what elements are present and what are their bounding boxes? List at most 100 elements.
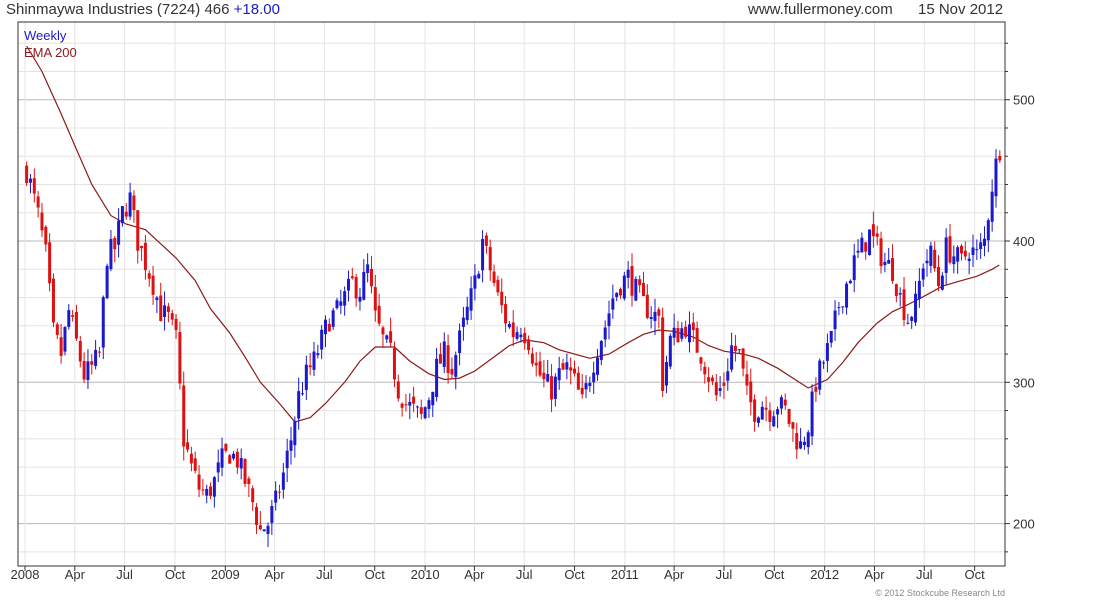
candle-body (956, 247, 960, 262)
candle-body (186, 442, 190, 450)
candle-body (235, 451, 239, 468)
candle (124, 203, 128, 220)
candle-body (611, 298, 615, 310)
chart-title: Shinmaywa Industries (7224) 466 +18.00 (6, 1, 280, 18)
candle-body (684, 326, 688, 337)
candle (97, 346, 101, 358)
candle-body (232, 453, 236, 459)
candle-body (128, 192, 132, 217)
candle-body (28, 178, 32, 183)
candle-body (603, 327, 607, 340)
candle-body (848, 280, 852, 284)
candle (94, 339, 98, 370)
x-tick-label: Apr (65, 567, 86, 582)
candle (358, 288, 362, 311)
candle (461, 306, 465, 341)
candle (500, 278, 504, 314)
candle (668, 333, 672, 370)
candle-body (856, 250, 860, 253)
candle (262, 529, 266, 532)
candle (718, 376, 722, 397)
candle (875, 225, 879, 246)
x-tick-label: Apr (464, 567, 485, 582)
candle (454, 351, 458, 390)
candle (733, 335, 737, 362)
candle-body (120, 206, 124, 224)
candle (576, 366, 580, 390)
candle (255, 503, 259, 535)
candle (197, 465, 201, 498)
candle (519, 327, 523, 343)
candle (86, 349, 90, 389)
candle-body (105, 265, 109, 299)
candle-body (714, 382, 718, 396)
y-axis: 200 300 400 500 (1005, 42, 1035, 553)
candle-body (523, 333, 527, 344)
candle-body (933, 249, 937, 269)
candle (914, 280, 918, 326)
candle (350, 267, 354, 280)
candle-body (109, 238, 113, 270)
candle (898, 287, 902, 307)
candle (74, 304, 78, 341)
candle-body (55, 324, 59, 335)
candle-body (484, 235, 488, 246)
candle-body (385, 335, 389, 340)
candle-body (649, 317, 653, 320)
candle-body (925, 260, 929, 264)
candle-body (465, 306, 469, 321)
x-tick-label: 2012 (810, 567, 839, 582)
candle-body (278, 491, 282, 493)
candle (783, 393, 787, 410)
candle (664, 355, 668, 394)
candle (266, 522, 270, 548)
candle-body (335, 300, 339, 309)
candle (661, 307, 665, 397)
candle (569, 357, 573, 385)
candle-body (967, 258, 971, 262)
candle (833, 300, 837, 341)
candle (745, 360, 749, 395)
candle (710, 375, 714, 386)
candle (641, 271, 645, 297)
candle-body (695, 328, 699, 353)
candle (672, 313, 676, 346)
candle (699, 356, 703, 371)
copyright: © 2012 Stockcube Research Ltd (875, 588, 1005, 598)
candle-body (730, 345, 734, 370)
candle-body (845, 283, 849, 308)
candle (504, 295, 508, 333)
candle (59, 323, 63, 364)
candle-body (477, 273, 481, 279)
candle (362, 259, 366, 301)
candle (573, 360, 577, 377)
price-change: +18.00 (233, 1, 280, 18)
candles (25, 149, 1002, 548)
candle-body (837, 307, 841, 309)
candle (768, 402, 772, 431)
candle-body (569, 367, 573, 371)
candle (588, 376, 592, 393)
candle-body (358, 296, 362, 302)
candle-body (220, 448, 224, 468)
candle-body (626, 269, 630, 278)
candle (193, 451, 197, 474)
candle-body (201, 489, 205, 491)
x-tick-label: 2008 (11, 567, 40, 582)
candle-body (266, 525, 270, 534)
candle-body (664, 362, 668, 386)
candle-body (653, 311, 657, 321)
candle-body (377, 305, 381, 324)
candle (937, 255, 941, 292)
candle-body (868, 229, 872, 256)
candle (163, 291, 167, 331)
candle (810, 384, 814, 446)
candle (63, 326, 67, 356)
candle-body (78, 341, 82, 362)
candle (381, 325, 385, 348)
candle (427, 397, 431, 418)
candle-body (768, 410, 772, 422)
candle-body (971, 247, 975, 256)
candle-body (438, 354, 442, 364)
